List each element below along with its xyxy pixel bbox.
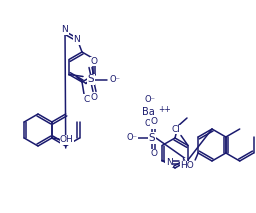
Text: O: O [91, 57, 98, 66]
Text: N: N [74, 36, 80, 45]
Text: O⁻: O⁻ [144, 95, 155, 105]
Text: Cl: Cl [83, 95, 92, 104]
Text: Ba: Ba [142, 107, 154, 117]
Text: OH: OH [60, 135, 74, 144]
Text: S: S [149, 133, 155, 143]
Text: O: O [91, 93, 98, 102]
Text: ++: ++ [158, 105, 171, 114]
Text: O⁻: O⁻ [144, 119, 155, 128]
Text: O: O [151, 150, 157, 158]
Text: O⁻: O⁻ [110, 75, 121, 84]
Text: N: N [181, 158, 187, 167]
Text: N: N [62, 26, 68, 35]
Text: HO: HO [180, 161, 194, 170]
Text: O: O [151, 118, 157, 127]
Text: O⁻: O⁻ [126, 134, 137, 142]
Text: S: S [88, 75, 94, 85]
Text: N: N [166, 158, 172, 167]
Text: Cl: Cl [172, 125, 180, 134]
